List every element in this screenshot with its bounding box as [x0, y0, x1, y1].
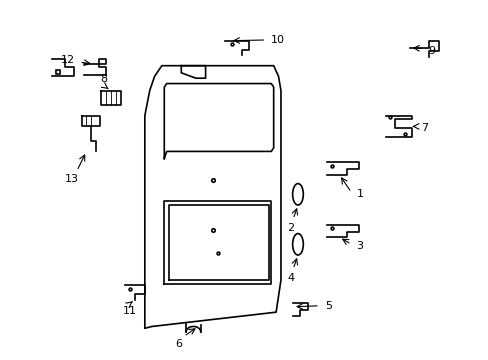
Text: 11: 11 [123, 306, 137, 316]
Text: 3: 3 [356, 241, 363, 251]
Text: 9: 9 [427, 46, 434, 56]
Text: 1: 1 [356, 189, 363, 199]
Text: 6: 6 [175, 339, 182, 349]
Text: 2: 2 [286, 223, 294, 233]
Text: 13: 13 [65, 174, 79, 184]
Text: 10: 10 [271, 35, 285, 45]
Text: 8: 8 [100, 74, 107, 84]
Text: 12: 12 [61, 55, 75, 65]
Text: 5: 5 [324, 301, 331, 311]
Text: 4: 4 [286, 273, 294, 283]
Text: 7: 7 [420, 123, 427, 133]
